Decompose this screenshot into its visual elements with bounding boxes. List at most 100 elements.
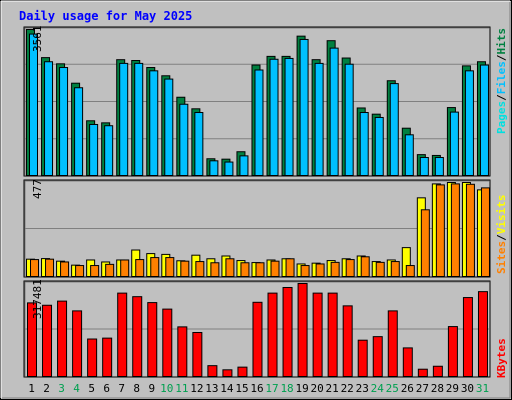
day-label: 17: [265, 382, 278, 395]
kbytes-bar: [297, 283, 308, 377]
day-label: 19: [295, 382, 308, 395]
day-label: 29: [446, 382, 459, 395]
files-bar: [254, 69, 264, 176]
sites-bar: [105, 263, 115, 278]
sites-bar: [465, 183, 475, 277]
graph-title: Daily usage for May 2025: [19, 9, 192, 23]
sites-bar: [315, 263, 325, 278]
day-label: 6: [103, 382, 110, 395]
sites-bar: [435, 184, 445, 277]
sites-bar: [180, 260, 190, 277]
hits-max-label: 3561: [31, 26, 44, 53]
kbytes-bar: [57, 300, 68, 377]
sites-bar: [450, 183, 460, 278]
files-bar: [359, 112, 369, 177]
kbytes-bar: [207, 365, 218, 377]
day-label: 7: [118, 382, 125, 395]
files-bar: [89, 123, 99, 176]
kbytes-bar: [27, 302, 37, 377]
files-bar: [164, 78, 174, 176]
files-bar: [194, 112, 204, 177]
legend-sites: Sites: [495, 241, 508, 274]
kbytes-bar: [147, 302, 158, 377]
kbytes-bar: [387, 310, 398, 377]
day-label: 22: [341, 382, 354, 395]
sites-bar: [150, 257, 160, 278]
kbytes-bar: [417, 368, 428, 378]
files-bar: [404, 134, 414, 176]
visits-panel: [23, 179, 491, 278]
sites-bar: [405, 265, 415, 278]
day-label: 9: [148, 382, 155, 395]
files-bar: [179, 103, 189, 176]
sites-bar: [165, 257, 175, 278]
files-bar: [284, 57, 294, 176]
files-bar: [104, 125, 114, 176]
files-bar: [269, 58, 279, 176]
kbytes-bar: [462, 297, 473, 377]
kbytes-bar: [282, 286, 293, 377]
kbytes-bar: [477, 291, 488, 377]
files-bar: [224, 161, 234, 176]
kbytes-bar: [372, 336, 383, 378]
files-bar: [314, 62, 324, 177]
day-label: 23: [356, 382, 369, 395]
day-label: 30: [461, 382, 474, 395]
kbytes-panel-legend: KBytes: [495, 338, 508, 378]
sites-bar: [90, 265, 100, 278]
files-bar: [449, 111, 459, 176]
sites-bar: [360, 256, 370, 277]
files-bar: [119, 62, 129, 177]
sites-bar: [345, 259, 355, 277]
sites-bar: [195, 261, 205, 277]
files-bar: [419, 157, 429, 177]
files-bar: [134, 62, 144, 177]
legend-pages: Pages: [495, 101, 508, 134]
legend-separator: /: [495, 234, 508, 241]
day-label: 10: [160, 382, 173, 395]
sites-bar: [330, 261, 340, 278]
day-label: 5: [88, 382, 95, 395]
sites-bar: [30, 259, 39, 277]
kbytes-bar: [447, 326, 458, 378]
kbytes-bar: [132, 296, 143, 377]
kbytes-bar: [42, 304, 53, 378]
hits-panel: [23, 26, 491, 177]
day-label: 4: [73, 382, 80, 395]
day-label: 8: [133, 382, 140, 395]
day-label: 16: [250, 382, 263, 395]
sites-bar: [270, 260, 280, 277]
files-bar: [344, 63, 354, 176]
kbytes-bar: [267, 292, 278, 378]
kbytes-bar: [237, 366, 248, 378]
files-bar: [464, 70, 474, 176]
files-bar: [74, 87, 84, 176]
day-label: 13: [205, 382, 218, 395]
kbytes-bar: [342, 305, 353, 378]
day-label: 14: [220, 382, 234, 395]
day-label: 28: [431, 382, 444, 395]
sites-bar: [240, 262, 250, 277]
legend-kbytes: KBytes: [495, 338, 508, 378]
sites-bar: [420, 209, 430, 277]
visits-max-label: 477: [31, 179, 44, 199]
kbytes-panel: [23, 280, 491, 378]
files-bar: [59, 67, 69, 176]
x-axis-day-labels: 1 2 3 4 5 6 7 8 9 10 11 12 13 14 15 16 17 18 19 20 21 22 23 24 2…: [28, 382, 489, 395]
day-label: 21: [326, 382, 339, 395]
kbytes-bar: [402, 347, 413, 378]
sites-bar: [60, 261, 70, 278]
sites-bar: [390, 261, 400, 277]
sites-bar: [120, 259, 130, 277]
day-label: 27: [416, 382, 429, 395]
kbytes-bar: [192, 331, 203, 377]
kbytes-bar: [72, 310, 83, 377]
kbytes-bar: [357, 339, 368, 377]
kbytes-bar: [312, 292, 323, 378]
legend-separator: /: [495, 94, 508, 101]
day-label: 24: [371, 382, 385, 395]
day-label: 18: [280, 382, 293, 395]
hits-panel-legend: Pages/Files/Hits: [495, 28, 508, 134]
files-bar: [209, 160, 219, 177]
